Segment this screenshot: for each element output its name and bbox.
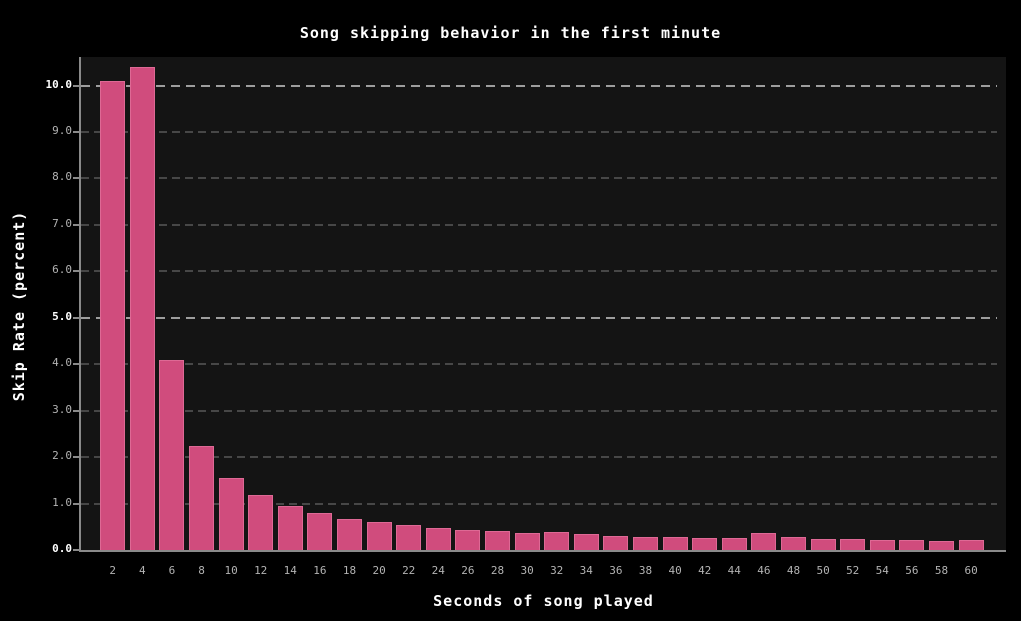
x-tick-label: 42 (698, 564, 712, 577)
y-tick-label: 1.0 (52, 495, 72, 509)
x-axis-spine (79, 550, 1006, 552)
x-tick-label: 24 (431, 564, 445, 577)
x-tick-label: 18 (342, 564, 357, 577)
y-tick-label: 0.0 (52, 542, 72, 555)
y-tick-label: 6.0 (52, 263, 72, 277)
x-tick-label: 50 (816, 564, 830, 577)
x-tick-label: 60 (964, 564, 978, 577)
y-tick-mark (73, 409, 79, 412)
bar (248, 495, 274, 550)
gridline (81, 223, 997, 226)
gridline (81, 409, 997, 412)
bar (218, 478, 244, 550)
x-tick-label: 2 (109, 564, 116, 577)
y-axis-spine (79, 57, 81, 550)
x-tick-label: 28 (490, 564, 505, 577)
bar (840, 538, 866, 550)
y-tick-label: 3.0 (52, 402, 72, 416)
gridline (81, 84, 997, 87)
y-tick-mark (73, 316, 79, 319)
gridline (81, 502, 997, 505)
y-tick-label: 4.0 (52, 356, 72, 370)
y-tick-label: 2.0 (52, 449, 72, 463)
bar (277, 505, 303, 550)
gridline (81, 130, 997, 133)
x-tick-label: 30 (520, 564, 534, 577)
x-tick-label: 14 (283, 564, 297, 577)
y-tick-mark (73, 502, 79, 505)
gridline (81, 363, 997, 366)
chart-title: Song skipping behavior in the first minu… (299, 24, 722, 42)
bar (455, 529, 481, 550)
y-tick-label: 9.0 (52, 123, 72, 137)
bar (958, 539, 984, 550)
y-tick-label: 7.0 (52, 216, 72, 230)
bar (366, 522, 392, 550)
bar (633, 537, 658, 550)
plot-area (79, 57, 1006, 552)
x-tick-label: 22 (402, 564, 416, 577)
x-tick-label: 32 (550, 564, 564, 577)
bar (899, 539, 925, 550)
x-tick-label: 58 (934, 564, 949, 577)
x-tick-label: 12 (254, 564, 268, 577)
x-tick-label: 8 (198, 564, 205, 577)
x-tick-label: 6 (168, 564, 176, 577)
gridline (81, 270, 997, 273)
x-tick-label: 54 (875, 564, 889, 577)
y-tick-mark (73, 363, 79, 366)
y-tick-mark (73, 177, 79, 180)
bar (189, 445, 214, 550)
bar (159, 359, 185, 550)
x-tick-label: 56 (905, 564, 919, 577)
x-tick-label: 26 (461, 564, 475, 577)
x-tick-label: 16 (313, 564, 327, 577)
bar (751, 533, 777, 550)
bar (425, 527, 451, 550)
x-tick-label: 34 (579, 564, 593, 577)
y-tick-mark (73, 456, 79, 459)
y-tick-mark (73, 223, 79, 226)
x-tick-label: 4 (138, 564, 146, 577)
y-tick-mark (73, 270, 79, 273)
x-axis-label: Seconds of song played (433, 592, 654, 610)
bar (721, 537, 747, 550)
y-tick-label: 5.0 (52, 309, 72, 323)
bar (396, 525, 422, 550)
y-tick-mark (73, 130, 79, 133)
bar (337, 518, 362, 550)
bar (514, 533, 540, 550)
x-tick-label: 10 (224, 564, 238, 577)
x-tick-label: 36 (609, 564, 623, 577)
bar (929, 540, 954, 550)
x-tick-label: 20 (372, 564, 386, 577)
y-tick-label: 10.0 (45, 77, 73, 91)
x-tick-label: 46 (757, 564, 771, 577)
x-tick-label: 38 (638, 564, 653, 577)
bar (781, 537, 806, 550)
y-tick-mark (73, 84, 79, 87)
y-tick-mark (73, 549, 79, 551)
bar (573, 534, 599, 550)
gridline (81, 316, 997, 319)
bar (603, 536, 629, 550)
gridline (81, 456, 997, 459)
bar (100, 80, 126, 550)
x-tick-label: 40 (668, 564, 682, 577)
bar (810, 539, 836, 550)
x-tick-label: 48 (786, 564, 801, 577)
bar (485, 530, 510, 550)
y-axis-label: Skip Rate (percent) (10, 210, 28, 402)
bar (307, 512, 333, 550)
x-tick-label: 44 (727, 564, 741, 577)
bar (662, 537, 688, 550)
x-tick-label: 52 (846, 564, 860, 577)
bar (544, 531, 570, 550)
bar (129, 66, 155, 550)
gridline (81, 177, 997, 180)
bar (869, 539, 895, 550)
y-tick-label: 8.0 (52, 170, 72, 184)
bar (692, 537, 718, 550)
